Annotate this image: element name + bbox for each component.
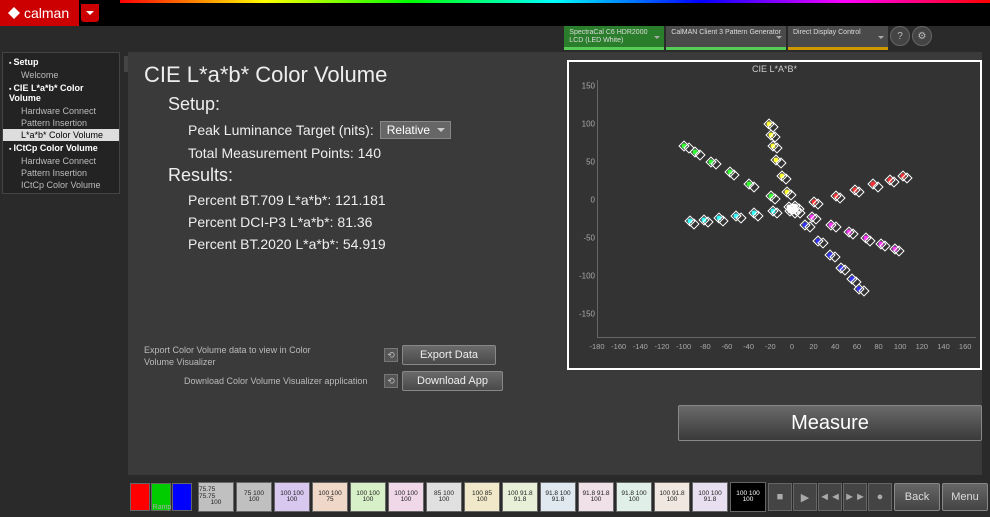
logo-text: calman: [24, 5, 69, 21]
device-line1: Direct Display Control: [793, 29, 883, 37]
export-text: Export Color Volume data to view in Colo…: [144, 345, 334, 368]
export-data-button[interactable]: Export Data: [402, 345, 496, 365]
sidebar-group[interactable]: CIE L*a*b* Color Volume: [3, 81, 119, 105]
prev-button[interactable]: ◄◄: [818, 483, 842, 511]
pattern-footer: Ramp 75.75 75.7510075 100100100 10010010…: [128, 477, 990, 517]
pattern-patch[interactable]: 100 100100: [388, 482, 424, 512]
plot-area: [597, 80, 976, 338]
pattern-patch[interactable]: 100 91.891.8: [502, 482, 538, 512]
pattern-patches: 75.75 75.7510075 100100100 100100100 100…: [198, 482, 766, 512]
export-area: Export Color Volume data to view in Colo…: [144, 345, 503, 391]
pattern-patch[interactable]: 100 10075: [312, 482, 348, 512]
record-button[interactable]: ●: [868, 483, 892, 511]
pattern-patch[interactable]: 100 100100: [350, 482, 386, 512]
sidebar-item[interactable]: Hardware Connect: [3, 105, 119, 117]
pattern-patch[interactable]: 75.75 75.75100: [198, 482, 234, 512]
pattern-patch[interactable]: 91.8 100100: [616, 482, 652, 512]
chart-title: CIE L*A*B*: [569, 62, 980, 76]
app-menu-button[interactable]: [81, 4, 99, 22]
device-line2: LCD (LED White): [569, 37, 659, 45]
sidebar-group[interactable]: ICtCp Color Volume: [3, 141, 119, 155]
device-tabs: SpectraCal C6 HDR2000 LCD (LED White) Ca…: [564, 26, 932, 50]
pattern-patch[interactable]: 100 85100: [464, 482, 500, 512]
sidebar-item[interactable]: ICtCp Color Volume: [3, 179, 119, 191]
peak-select[interactable]: Relative: [380, 121, 451, 139]
menu-button[interactable]: Menu: [942, 483, 988, 511]
download-text: Download Color Volume Visualizer applica…: [184, 376, 374, 388]
workflow-sidebar: Setup Welcome CIE L*a*b* Color Volume Ha…: [2, 52, 120, 194]
pattern-patch[interactable]: 100 91.8100: [654, 482, 690, 512]
sidebar-item[interactable]: Hardware Connect: [3, 155, 119, 167]
download-app-button[interactable]: Download App: [402, 371, 503, 391]
meter-device[interactable]: SpectraCal C6 HDR2000 LCD (LED White): [564, 26, 664, 50]
refresh-export[interactable]: ⟲: [384, 348, 398, 362]
sidebar-item[interactable]: Pattern Insertion: [3, 117, 119, 129]
peak-label: Peak Luminance Target (nits):: [188, 122, 374, 138]
pattern-patch[interactable]: 85 100100: [426, 482, 462, 512]
device-line1: SpectraCal C6 HDR2000: [569, 29, 659, 37]
cie-lab-chart: CIE L*A*B* -150-100-50050100150 -180-160…: [567, 60, 982, 370]
sidebar-item[interactable]: Pattern Insertion: [3, 167, 119, 179]
sidebar-item[interactable]: Welcome: [3, 69, 119, 81]
back-button[interactable]: Back: [894, 483, 940, 511]
sidebar-group[interactable]: Setup: [3, 55, 119, 69]
settings-button[interactable]: ⚙: [912, 26, 932, 46]
logo-icon: [8, 7, 20, 19]
pattern-patch[interactable]: 100 100100: [730, 482, 766, 512]
measure-button[interactable]: Measure: [678, 405, 982, 441]
main-panel: CIE L*a*b* Color Volume Setup: Peak Lumi…: [128, 52, 982, 475]
device-line1: CalMAN Client 3 Pattern Generator: [671, 29, 781, 37]
display-device[interactable]: Direct Display Control: [788, 26, 888, 50]
pattern-patch[interactable]: 91.8 91.8100: [578, 482, 614, 512]
stop-button[interactable]: ■: [768, 483, 792, 511]
transport-controls: ■ ▶ ◄◄ ►► ●: [768, 483, 892, 511]
sidebar-item-active[interactable]: L*a*b* Color Volume: [3, 129, 119, 141]
app-logo: calman: [0, 0, 79, 26]
play-button[interactable]: ▶: [793, 483, 817, 511]
pattern-patch[interactable]: 100 100100: [274, 482, 310, 512]
source-device[interactable]: CalMAN Client 3 Pattern Generator: [666, 26, 786, 50]
refresh-download[interactable]: ⟲: [384, 374, 398, 388]
pattern-patch[interactable]: 75 100100: [236, 482, 272, 512]
next-button[interactable]: ►►: [843, 483, 867, 511]
pattern-patch[interactable]: 91.8 10091.8: [540, 482, 576, 512]
pattern-patch[interactable]: 100 10091.8: [692, 482, 728, 512]
y-axis: -150-100-50050100150: [569, 76, 597, 338]
rainbow-strip: [120, 0, 990, 3]
x-axis: -180-160-140-120-100-80-60-40-2002040608…: [597, 342, 976, 356]
top-bar: calman: [0, 0, 990, 26]
help-button[interactable]: ?: [890, 26, 910, 46]
ramp-label: Ramp: [130, 504, 194, 511]
